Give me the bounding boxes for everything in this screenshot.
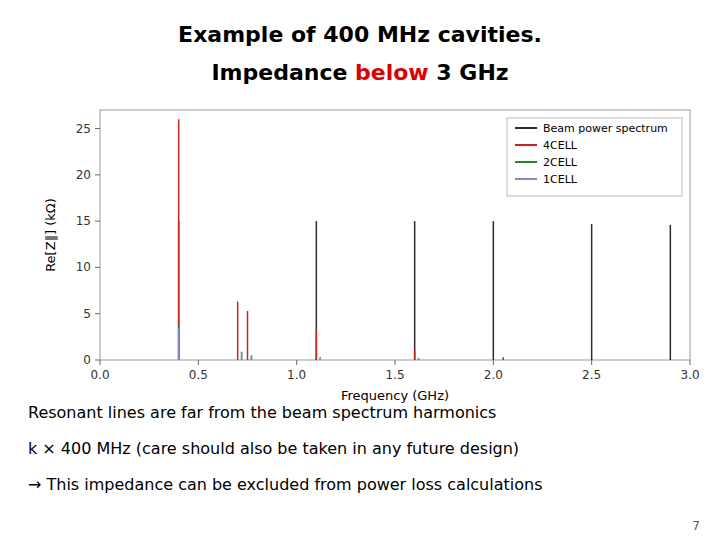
y-tick-label: 25: [76, 122, 91, 136]
y-tick: [95, 313, 100, 314]
footnote: Resonant lines are far from the beam spe…: [28, 403, 496, 422]
spike: [418, 358, 420, 360]
x-tick: [493, 360, 494, 365]
legend-swatch: [515, 127, 537, 129]
series: [179, 325, 419, 360]
x-tick-label: 2.0: [484, 368, 503, 382]
spike: [241, 353, 243, 360]
spike: [247, 311, 249, 360]
x-tick-label: 3.0: [680, 368, 699, 382]
y-tick-label: 20: [76, 168, 91, 182]
y-tick-label: 0: [83, 353, 91, 367]
spike: [316, 221, 318, 360]
y-tick: [95, 360, 100, 361]
spike: [502, 357, 504, 360]
x-tick-label: 1.5: [385, 368, 404, 382]
subtitle-part: 3 GHz: [429, 60, 509, 85]
spike: [414, 221, 416, 360]
spike: [418, 359, 420, 360]
chart: Example of 400 MHz cavities. Impedance be…: [0, 0, 720, 540]
y-tick-label: 10: [76, 260, 91, 274]
plot-frame: [100, 110, 690, 360]
legend-swatch: [515, 161, 537, 163]
x-tick: [198, 360, 199, 365]
x-tick: [690, 360, 691, 365]
subtitle-part: Impedance: [211, 60, 355, 85]
spike: [251, 355, 253, 360]
footnote: k × 400 MHz (care should also be taken i…: [28, 439, 519, 458]
x-tick: [395, 360, 396, 365]
y-tick: [95, 128, 100, 129]
series: [179, 119, 504, 360]
spike: [414, 350, 416, 360]
y-axis-label: Re[Z∥] (kΩ): [43, 198, 58, 272]
x-tick: [591, 360, 592, 365]
spike: [316, 329, 318, 360]
spike: [251, 356, 253, 360]
y-tick: [95, 267, 100, 268]
spike: [241, 352, 243, 360]
spike: [670, 225, 672, 360]
legend-label: 1CELL: [543, 173, 578, 186]
title: Example of 400 MHz cavities.: [178, 22, 542, 47]
spike: [493, 221, 495, 360]
y-tick-label: 5: [83, 307, 91, 321]
y-tick: [95, 221, 100, 222]
x-tick: [296, 360, 297, 365]
x-tick: [100, 360, 101, 365]
spike: [178, 328, 180, 360]
footnote: → This impedance can be excluded from po…: [28, 475, 543, 494]
spike: [178, 119, 180, 360]
legend-swatch: [515, 178, 537, 180]
x-tick-label: 0.5: [189, 368, 208, 382]
spike: [320, 358, 322, 360]
spike: [178, 325, 180, 360]
page-number: 7: [692, 519, 700, 533]
series: [179, 221, 671, 360]
legend-label: 4CELL: [543, 139, 578, 152]
spike: [591, 224, 593, 360]
subtitle-part: below: [355, 60, 429, 85]
legend-label: Beam power spectrum: [543, 122, 668, 135]
legend: Beam power spectrum 4CELL 2CELL 1CELL: [507, 118, 682, 196]
legend-swatch: [515, 144, 537, 146]
spike: [237, 302, 239, 360]
x-axis-label: Frequency (GHz): [341, 388, 449, 403]
series: [179, 328, 419, 360]
legend-box: [507, 118, 682, 196]
x-tick-label: 2.5: [582, 368, 601, 382]
y-tick-label: 15: [76, 214, 91, 228]
spike: [320, 357, 322, 360]
legend-label: 2CELL: [543, 156, 578, 169]
y-tick: [95, 174, 100, 175]
x-tick-label: 0.0: [90, 368, 109, 382]
subtitle: Impedance below 3 GHz: [211, 60, 508, 85]
x-tick-label: 1.0: [287, 368, 306, 382]
